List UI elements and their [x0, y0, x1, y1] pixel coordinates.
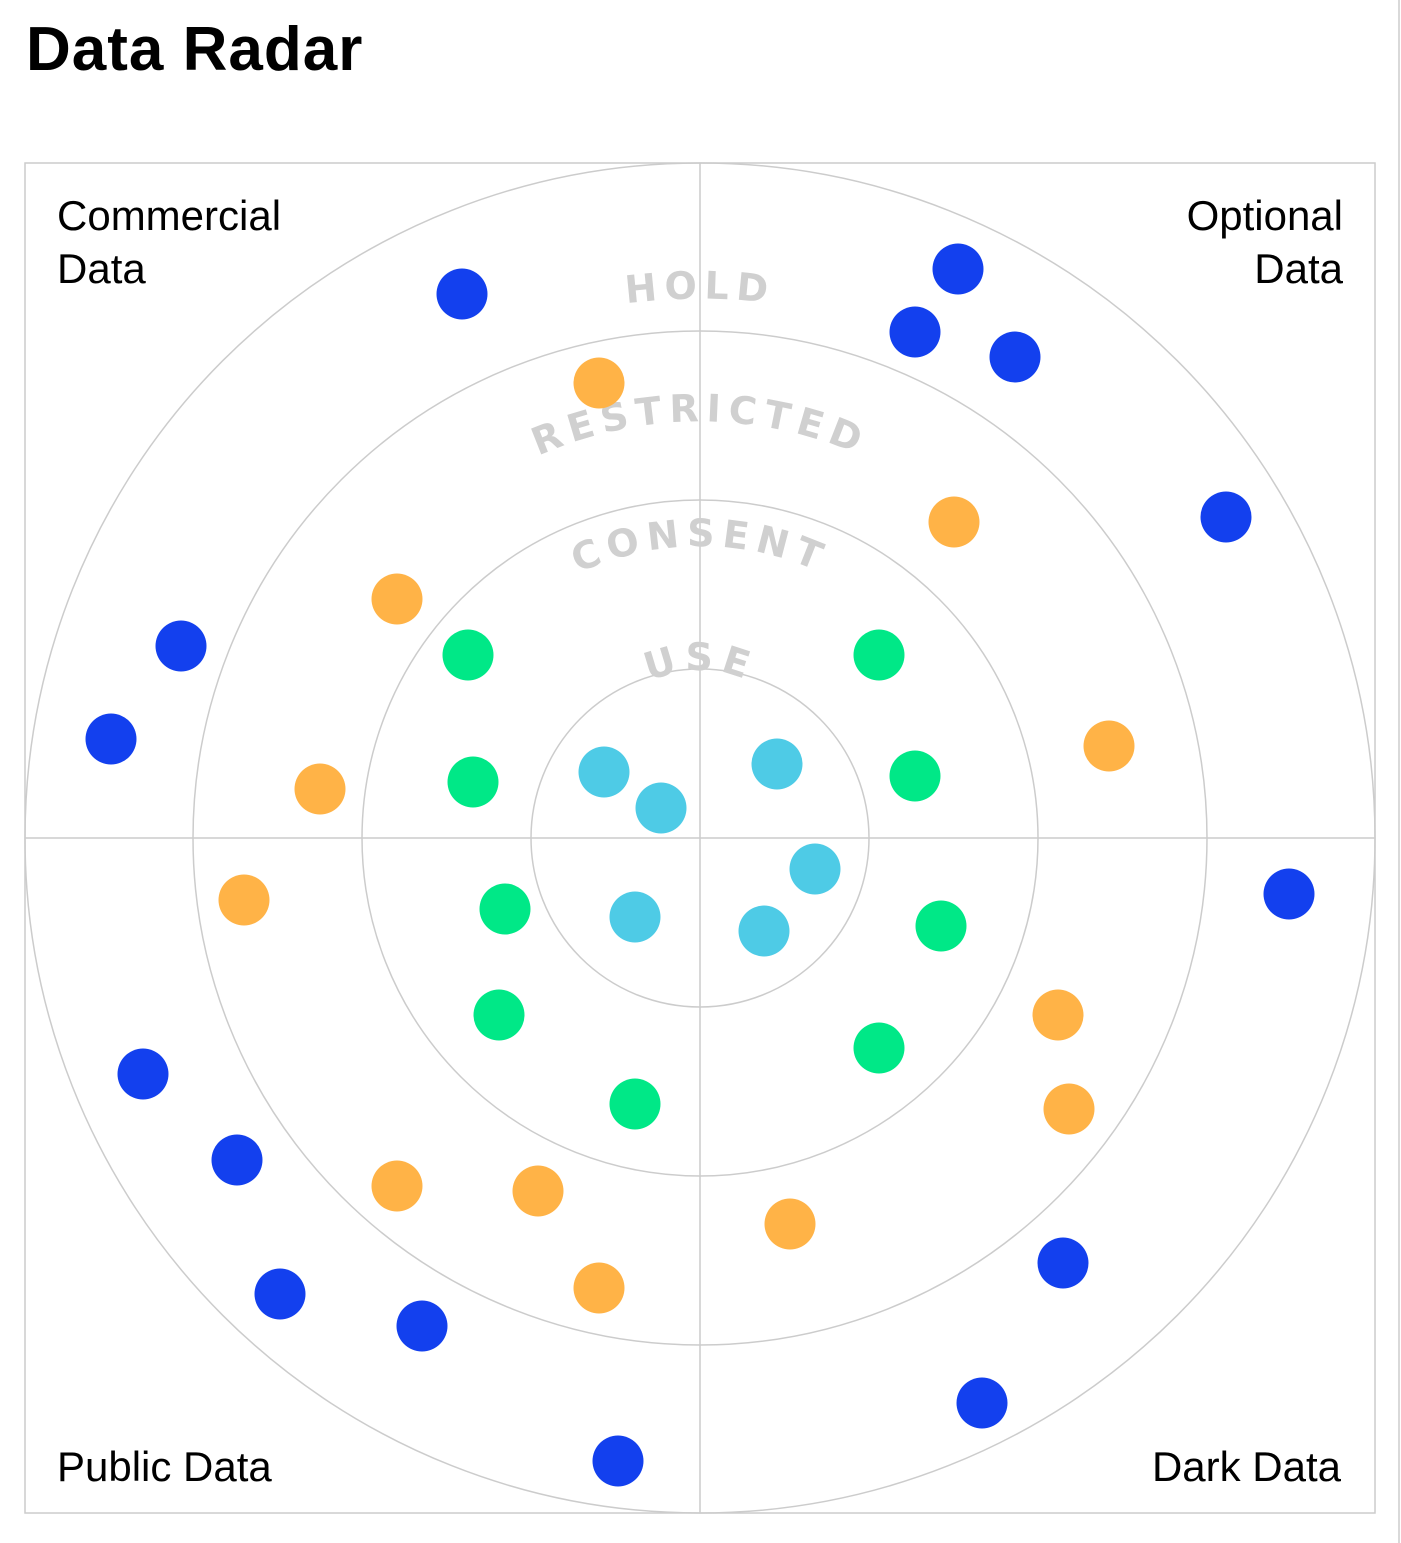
- radar-dot-restricted[interactable]: [512, 1165, 564, 1217]
- radar-dot-restricted[interactable]: [1032, 989, 1084, 1041]
- page-title: Data Radar: [26, 15, 364, 84]
- radar-dot-hold[interactable]: [932, 243, 984, 295]
- radar-dot-hold[interactable]: [1037, 1237, 1089, 1289]
- radar-dot-consent[interactable]: [853, 1022, 905, 1074]
- quadrant-label-public-data: Public Data: [57, 1440, 272, 1493]
- radar-dot-hold[interactable]: [1263, 868, 1315, 920]
- radar-dot-use[interactable]: [609, 891, 661, 943]
- radar-dot-hold[interactable]: [155, 620, 207, 672]
- radar-dot-consent[interactable]: [479, 883, 531, 935]
- radar-dot-consent[interactable]: [442, 629, 494, 681]
- radar-dot-use[interactable]: [751, 738, 803, 790]
- ring-use-boundary: [530, 668, 870, 1008]
- radar-dot-hold[interactable]: [396, 1300, 448, 1352]
- radar-dot-consent[interactable]: [853, 629, 905, 681]
- quadrant-label-line: Optional: [1186, 192, 1343, 239]
- radar-dot-hold[interactable]: [436, 268, 488, 320]
- radar-dot-restricted[interactable]: [928, 496, 980, 548]
- radar-dot-use[interactable]: [789, 843, 841, 895]
- radar-dot-hold[interactable]: [254, 1268, 306, 1320]
- radar-dot-restricted[interactable]: [764, 1198, 816, 1250]
- radar-dot-restricted[interactable]: [1043, 1083, 1095, 1135]
- radar-dot-restricted[interactable]: [573, 1262, 625, 1314]
- radar-dot-hold[interactable]: [1200, 491, 1252, 543]
- radar-dot-restricted[interactable]: [371, 1160, 423, 1212]
- ring-consent-boundary: [361, 499, 1039, 1177]
- radar-dot-restricted[interactable]: [573, 357, 625, 409]
- radar-dot-hold[interactable]: [889, 306, 941, 358]
- radar-dots: [85, 243, 1315, 1487]
- radar-dot-hold[interactable]: [989, 331, 1041, 383]
- radar-dot-hold[interactable]: [211, 1134, 263, 1186]
- radar-dot-consent[interactable]: [889, 750, 941, 802]
- ring-label-hold: HOLD: [623, 263, 777, 312]
- quadrant-label-line: Data: [1254, 245, 1343, 292]
- radar-dot-restricted[interactable]: [218, 874, 270, 926]
- radar-dot-hold[interactable]: [85, 713, 137, 765]
- quadrant-label-optional-data: Optional Data: [1187, 189, 1343, 295]
- radar-dot-consent[interactable]: [447, 756, 499, 808]
- radar-dot-restricted[interactable]: [294, 763, 346, 815]
- radar-dot-consent[interactable]: [609, 1078, 661, 1130]
- quadrant-label-dark-data: Dark Data: [1152, 1440, 1341, 1493]
- radar-dot-consent[interactable]: [473, 989, 525, 1041]
- quadrant-label-line: Commercial: [57, 192, 282, 239]
- radar-dot-consent[interactable]: [915, 900, 967, 952]
- radar-dot-restricted[interactable]: [371, 573, 423, 625]
- radar-dot-use[interactable]: [738, 905, 790, 957]
- radar-dot-restricted[interactable]: [1083, 720, 1135, 772]
- quadrant-label-commercial-data: Commercial Data: [57, 189, 281, 295]
- quadrant-label-line: Data: [57, 245, 146, 292]
- radar-dot-use[interactable]: [635, 782, 687, 834]
- radar-dot-use[interactable]: [578, 746, 630, 798]
- quadrant-label-line: Public Data: [57, 1443, 272, 1490]
- radar-dot-hold[interactable]: [592, 1435, 644, 1487]
- ring-hold-boundary: [24, 162, 1376, 1514]
- radar-dot-hold[interactable]: [117, 1048, 169, 1100]
- radar-dot-hold[interactable]: [956, 1377, 1008, 1429]
- right-divider: [1398, 0, 1400, 1543]
- ring-restricted-boundary: [192, 330, 1208, 1346]
- quadrant-label-line: Dark Data: [1151, 1443, 1341, 1490]
